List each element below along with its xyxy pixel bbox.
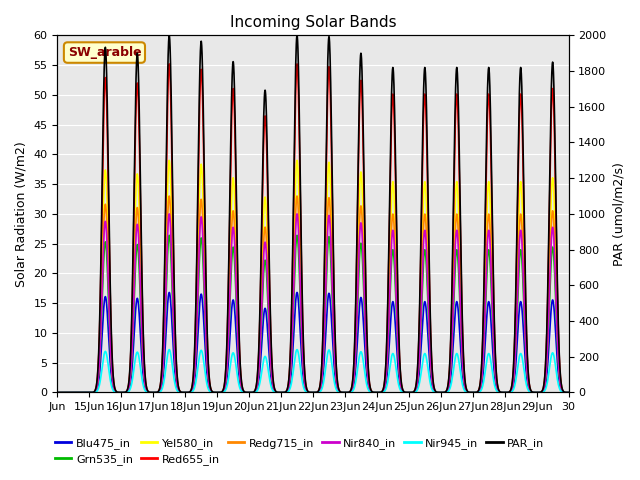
Nir945_in [424,361,431,367]
Redg715_in [165,193,173,199]
Nir840_in [165,211,173,217]
Grn535_in [54,390,61,396]
PAR_in [54,390,61,396]
Nir840_in [424,271,431,276]
Grn535_in [487,270,495,276]
Blu475_in [158,382,166,387]
Grn535_in [424,285,431,290]
Nir840_in [54,390,61,396]
PAR_in [158,360,166,366]
Yel580_in [424,235,431,240]
PAR_in [564,390,572,396]
Grn535_in [378,389,386,395]
Red655_in [564,390,572,396]
Yel580_in [456,260,464,266]
Grn535_in [456,302,464,308]
Y-axis label: PAR (umol/m2/s): PAR (umol/m2/s) [612,162,625,266]
Title: Incoming Solar Bands: Incoming Solar Bands [230,15,396,30]
Nir945_in [564,390,572,396]
Nir840_in [158,375,166,381]
Yel580_in [378,389,386,395]
Grn535_in [559,389,567,395]
Line: Nir840_in: Nir840_in [58,214,568,393]
Red655_in [158,363,166,369]
Red655_in [165,61,173,67]
Yel580_in [564,390,572,396]
Legend: Blu475_in, Grn535_in, Yel580_in, Red655_in, Redg715_in, Nir840_in, Nir945_in, PA: Blu475_in, Grn535_in, Yel580_in, Red655_… [51,433,549,469]
Yel580_in [54,390,61,396]
Nir840_in [456,290,464,296]
PAR_in [378,388,386,394]
Nir945_in [158,386,166,392]
Yel580_in [158,371,166,376]
PAR_in [456,191,464,196]
Red655_in [487,139,495,145]
Line: Grn535_in: Grn535_in [58,235,568,393]
Blu475_in [456,334,464,340]
Nir840_in [559,389,567,395]
Line: Nir945_in: Nir945_in [58,349,568,393]
Line: Blu475_in: Blu475_in [58,292,568,393]
Nir945_in [456,366,464,372]
Redg715_in [378,389,386,395]
Nir945_in [54,390,61,396]
PAR_in [487,117,495,123]
Yel580_in [559,388,567,394]
Red655_in [424,170,431,176]
Blu475_in [564,390,572,396]
Nir840_in [564,390,572,396]
Red655_in [378,388,386,394]
Blu475_in [54,390,61,396]
Redg715_in [487,240,495,246]
Nir945_in [559,389,567,395]
Redg715_in [559,389,567,395]
Blu475_in [165,289,173,295]
Nir840_in [487,253,495,259]
Grn535_in [564,390,572,396]
Blu475_in [378,389,386,395]
Line: PAR_in: PAR_in [58,36,568,393]
Y-axis label: Solar Radiation (W/m2): Solar Radiation (W/m2) [15,141,28,287]
Red655_in [54,390,61,396]
PAR_in [559,388,567,394]
Redg715_in [424,259,431,264]
Text: SW_arable: SW_arable [68,46,141,59]
Redg715_in [54,390,61,396]
Yel580_in [487,213,495,218]
Blu475_in [424,323,431,329]
Grn535_in [158,377,166,383]
Redg715_in [158,373,166,379]
Redg715_in [456,280,464,286]
Red655_in [559,388,567,394]
Nir945_in [165,347,173,352]
Blu475_in [559,389,567,395]
PAR_in [165,33,173,38]
Line: Redg715_in: Redg715_in [58,196,568,393]
Nir945_in [487,357,495,363]
Grn535_in [165,232,173,238]
Red655_in [456,207,464,213]
Blu475_in [487,313,495,319]
Line: Yel580_in: Yel580_in [58,160,568,393]
Redg715_in [564,390,572,396]
Nir840_in [378,389,386,395]
Nir945_in [378,389,386,395]
Yel580_in [165,157,173,163]
Line: Red655_in: Red655_in [58,64,568,393]
PAR_in [424,151,431,157]
